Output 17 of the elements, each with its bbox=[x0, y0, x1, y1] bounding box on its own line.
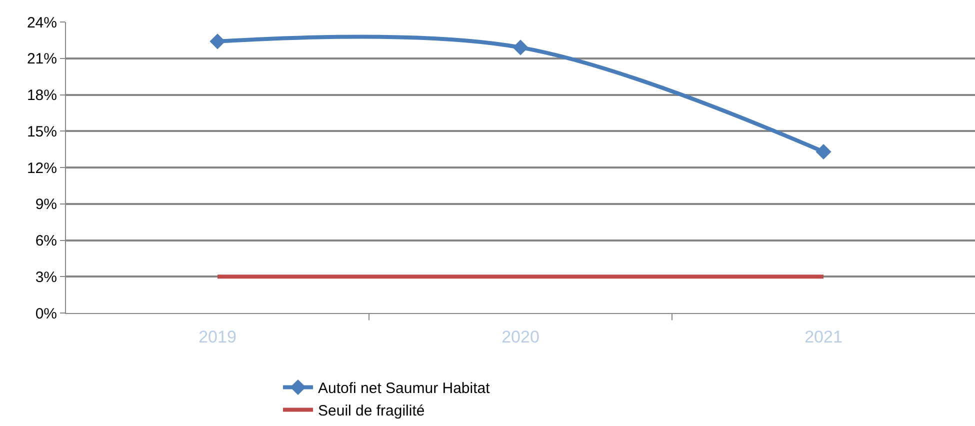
y-tick-label: 3% bbox=[35, 268, 57, 286]
y-tick-label: 18% bbox=[26, 87, 57, 104]
y-tick-label: 24% bbox=[26, 14, 57, 32]
x-tick-label: 2020 bbox=[502, 327, 540, 346]
legend-label: Seuil de fragilité bbox=[318, 402, 425, 420]
point bbox=[210, 34, 226, 50]
x-tick-label: 2021 bbox=[804, 327, 842, 346]
x-tick-label: 2019 bbox=[198, 327, 236, 346]
y-tick-label: 12% bbox=[26, 160, 57, 177]
y-tick-label: 0% bbox=[35, 305, 57, 322]
y-tick-label: 21% bbox=[26, 50, 57, 68]
point bbox=[512, 40, 528, 56]
y-tick-label: 6% bbox=[35, 232, 57, 250]
y-tick-label: 9% bbox=[35, 196, 57, 214]
legend-label: Autofi net Saumur Habitat bbox=[318, 380, 491, 398]
point bbox=[816, 144, 832, 160]
y-tick-label: 15% bbox=[26, 123, 57, 140]
